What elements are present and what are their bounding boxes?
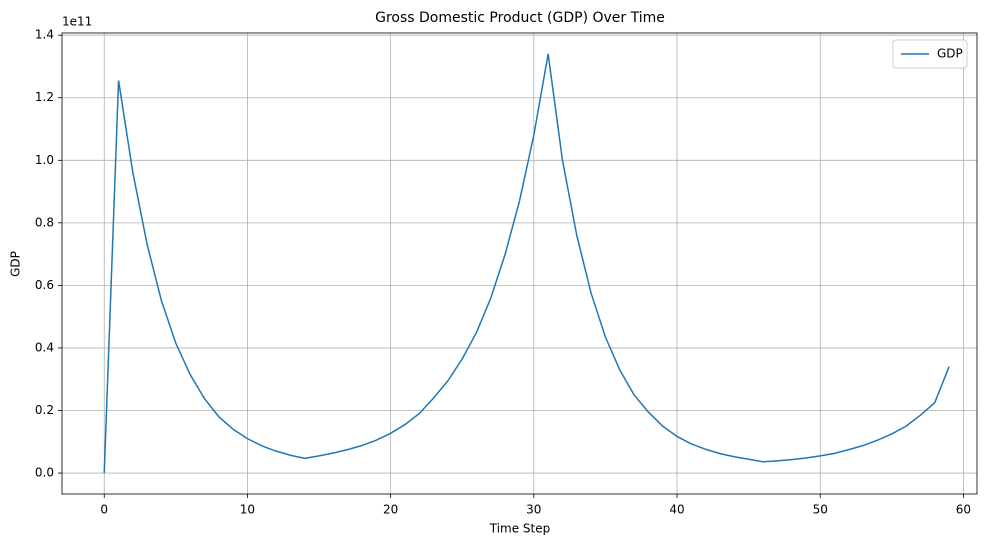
legend-label: GDP	[937, 47, 963, 61]
x-tick-label: 30	[526, 503, 541, 517]
chart-title: Gross Domestic Product (GDP) Over Time	[375, 10, 665, 26]
x-tick-label: 50	[813, 503, 828, 517]
x-tick-label: 60	[956, 503, 971, 517]
x-axis-label: Time Step	[489, 522, 551, 536]
y-offset-label: 1e11	[62, 15, 92, 29]
data-line	[103, 53, 950, 474]
y-tick-label: 0.2	[35, 403, 54, 417]
y-tick-label: 0.0	[35, 466, 54, 480]
x-tick-label: 0	[100, 503, 108, 517]
y-tick-label: 0.8	[35, 215, 54, 229]
x-tick-label: 10	[240, 503, 255, 517]
legend-box	[892, 39, 968, 69]
y-tick-label: 1.0	[35, 153, 54, 167]
plot-frame	[61, 32, 978, 495]
y-tick-label: 1.2	[35, 90, 54, 104]
y-tick-label: 0.4	[35, 340, 54, 354]
y-tick-label: 1.4	[35, 28, 54, 42]
y-tick-label: 0.6	[35, 278, 54, 292]
legend: GDP	[892, 39, 968, 69]
x-tick-label: 20	[383, 503, 398, 517]
x-tick-label: 40	[669, 503, 684, 517]
y-axis-label: GDP	[9, 251, 23, 277]
